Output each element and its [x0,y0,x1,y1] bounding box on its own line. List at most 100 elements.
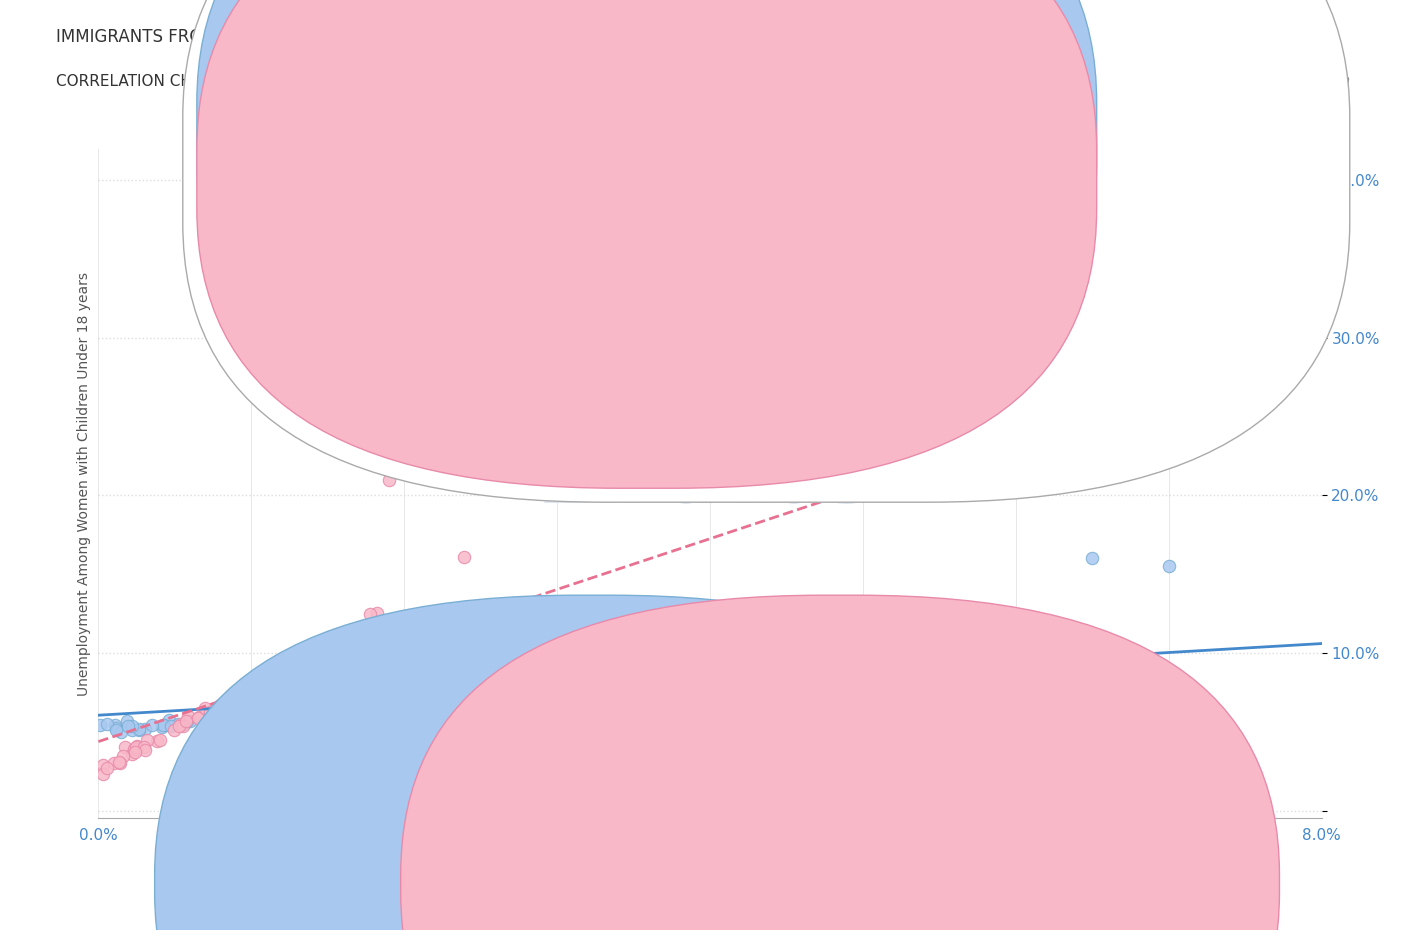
Point [444,698,467,712]
Point [170,717,193,732]
Point [177,709,200,724]
Point [270,658,292,673]
Y-axis label: Unemployment Among Women with Children Under 18 years: Unemployment Among Women with Children U… [77,272,91,696]
Point [254,710,277,724]
Point [128,722,150,737]
Point [226,686,249,701]
Point [217,691,239,706]
Point [194,700,217,715]
Point [311,633,333,648]
Point [231,680,253,695]
Text: Immigrants from Sierra Leone: Immigrants from Sierra Leone [599,876,807,891]
Text: Source: ZipAtlas.com: Source: ZipAtlas.com [1216,74,1350,87]
Point [318,709,340,724]
Point [319,633,342,648]
Point [174,713,197,728]
Point [105,723,128,737]
Point [482,689,505,704]
Point [280,701,302,716]
Point [150,720,173,735]
Point [340,704,363,719]
Point [249,670,271,684]
Point [96,761,118,776]
Point [153,718,176,733]
Point [257,669,280,684]
Text: R = 0.498: R = 0.498 [689,177,780,194]
Point [378,472,401,487]
Point [233,713,256,728]
Point [149,733,172,748]
Point [121,746,143,761]
Point [159,719,181,734]
Point [404,702,426,717]
Point [411,697,433,711]
Point [124,745,146,760]
Point [188,710,211,724]
Point [127,739,149,754]
Point [387,697,409,711]
Point [176,713,198,728]
Point [218,688,240,703]
Point [214,715,236,730]
Point [187,711,209,725]
Point [326,627,349,642]
Point [132,739,155,754]
Point [103,755,125,770]
Point [172,719,194,734]
Point [179,714,201,729]
Point [117,719,139,734]
Point [294,644,316,659]
Point [104,721,127,736]
Point [121,719,143,734]
Point [242,674,264,689]
Text: IMMIGRANTS FROM SIERRA LEONE VS SENEGALESE UNEMPLOYMENT AMONG WOMEN WITH CHILDRE: IMMIGRANTS FROM SIERRA LEONE VS SENEGALE… [56,28,1059,46]
Point [115,713,138,728]
Point [209,698,232,712]
Point [617,684,640,698]
Text: N = 51: N = 51 [815,177,877,194]
Point [125,740,148,755]
Point [267,662,290,677]
Point [121,723,143,737]
Text: N = 63: N = 63 [815,130,877,148]
Point [228,711,250,725]
Point [515,690,537,705]
Point [893,663,915,678]
Point [145,734,167,749]
Point [301,637,323,652]
Point [200,711,222,726]
Point [408,699,430,714]
Point [108,755,131,770]
Point [256,708,278,723]
Point [366,605,388,620]
Text: Senegalese: Senegalese [846,876,925,891]
Point [222,712,245,727]
Point [114,740,136,755]
Point [110,724,132,739]
Point [152,717,174,732]
Point [1081,551,1104,565]
Point [267,709,290,724]
Point [111,749,134,764]
Text: R =  0.181: R = 0.181 [689,130,785,148]
Point [191,714,214,729]
Point [124,742,146,757]
Point [350,704,373,719]
Point [108,755,131,770]
Point [157,712,180,727]
Point [125,742,148,757]
Point [219,713,242,728]
Point [134,742,156,757]
Point [91,766,114,781]
Point [650,680,672,695]
Point [231,713,253,728]
Point [401,699,423,714]
Point [194,713,217,728]
Point [128,723,150,737]
Point [141,718,163,733]
Point [167,717,190,732]
Point [344,702,367,717]
Point [219,715,242,730]
Point [208,699,231,714]
Point [267,658,290,673]
